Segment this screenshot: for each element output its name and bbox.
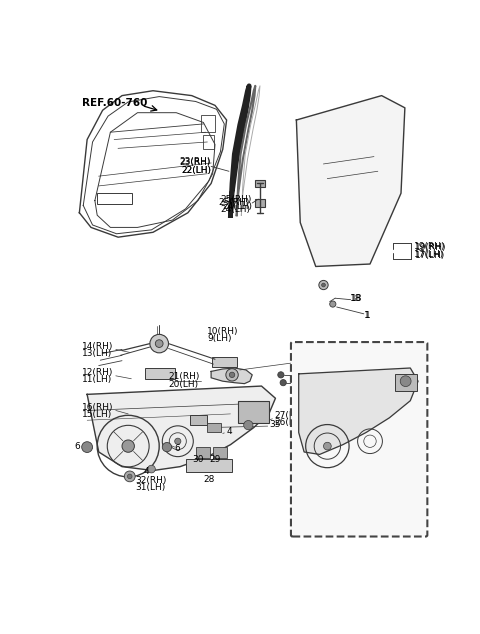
Bar [255,199,264,207]
Circle shape [82,442,93,453]
Text: 20(LH): 20(LH) [168,380,199,389]
Text: 14(RH): 14(RH) [82,342,113,351]
Text: 25(RH): 25(RH) [218,198,250,207]
Text: 9(LH): 9(LH) [207,334,232,343]
Bar [212,358,237,366]
Text: 34(RH): 34(RH) [382,496,413,505]
FancyBboxPatch shape [291,342,427,536]
Text: 23(RH): 23(RH) [180,158,211,167]
Text: 10(RH): 10(RH) [207,327,239,337]
Bar [203,136,214,150]
Circle shape [162,443,172,451]
Text: 29: 29 [209,455,221,464]
Bar [238,401,269,423]
Text: 7(LH): 7(LH) [294,362,319,371]
Text: 6: 6 [175,444,180,453]
Circle shape [175,438,181,444]
Text: 5: 5 [421,466,427,475]
Text: 33(LH): 33(LH) [382,503,412,513]
Circle shape [147,465,156,473]
Text: 17(LH): 17(LH) [414,250,444,259]
Circle shape [400,376,411,387]
Text: 13(LH): 13(LH) [82,349,112,358]
Text: 1: 1 [364,311,370,320]
Bar [186,459,232,472]
Text: 6: 6 [74,442,80,451]
Bar [97,193,132,204]
Text: 26(LH): 26(LH) [274,418,304,427]
Polygon shape [87,386,276,470]
Circle shape [244,420,253,430]
Bar [196,447,210,458]
Circle shape [124,471,135,482]
Text: 15(LH): 15(LH) [347,361,377,370]
Text: 19(RH): 19(RH) [415,243,446,252]
Text: 21(RH): 21(RH) [168,372,200,381]
Circle shape [226,369,238,381]
Text: 24(LH): 24(LH) [220,205,250,214]
Text: 16(RH): 16(RH) [82,403,113,411]
Polygon shape [299,368,418,455]
Circle shape [322,283,325,287]
Bar [201,115,215,133]
Text: 4: 4 [144,467,150,476]
Text: REF.60-760: REF.60-760 [82,98,147,108]
Polygon shape [296,96,405,266]
Circle shape [280,380,286,385]
Text: 24(LH): 24(LH) [222,202,252,211]
Text: 2: 2 [296,378,302,387]
Text: 32(RH): 32(RH) [135,476,167,485]
Circle shape [229,372,235,377]
Text: 22(LH): 22(LH) [181,166,211,175]
Circle shape [278,372,284,378]
Text: 18: 18 [350,294,362,302]
Text: 35: 35 [269,420,281,429]
Text: 23(RH): 23(RH) [180,157,211,166]
Text: 25(RH): 25(RH) [221,195,252,204]
Circle shape [324,443,331,450]
Text: 8(RH): 8(RH) [294,355,320,364]
Bar [145,368,175,378]
Circle shape [319,280,328,290]
Text: 18: 18 [350,294,361,302]
Text: 1: 1 [365,311,371,320]
Bar [395,374,417,391]
Text: 17(LH): 17(LH) [415,251,445,260]
Text: (W/POWER WINDOW): (W/POWER WINDOW) [297,344,421,354]
Text: 12(RH): 12(RH) [82,368,113,377]
Text: 5: 5 [296,370,302,379]
Text: 28: 28 [203,475,215,484]
Text: 19(RH): 19(RH) [414,242,445,252]
Text: 31(LH): 31(LH) [135,483,166,492]
Text: 4: 4 [227,427,232,436]
Circle shape [156,340,163,347]
Bar [255,179,264,188]
Text: 15(LH): 15(LH) [82,410,112,419]
Text: 16(RH): 16(RH) [347,354,378,363]
Text: 11(LH): 11(LH) [82,375,112,384]
Text: 27(RH): 27(RH) [274,411,305,420]
Text: 30: 30 [192,455,204,464]
Bar [190,415,207,425]
Polygon shape [211,368,252,384]
Circle shape [150,334,168,353]
Circle shape [127,474,132,479]
Circle shape [330,301,336,307]
Bar [207,424,221,432]
Text: 22(LH): 22(LH) [181,166,211,175]
Circle shape [122,440,134,452]
Text: 3: 3 [320,366,325,375]
Bar [213,447,227,458]
